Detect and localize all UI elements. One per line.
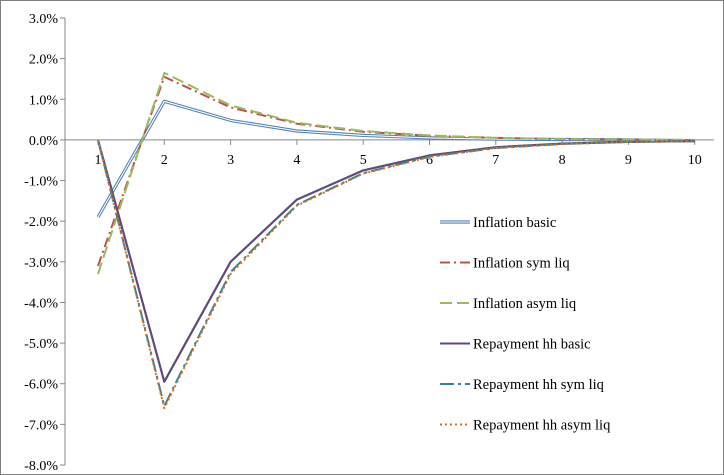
y-tick-label: -3.0% — [24, 256, 58, 271]
x-tick-label: 9 — [625, 153, 632, 168]
x-tick-label: 4 — [293, 153, 300, 168]
y-tick-label: 2.0% — [29, 53, 59, 68]
x-tick-label: 8 — [559, 153, 566, 168]
legend-label-inflation-asym-liq: Inflation asym liq — [473, 296, 576, 312]
y-tick-label: -7.0% — [24, 418, 58, 433]
x-tick-label: 6 — [426, 153, 433, 168]
series-line-inflation-asym-liq — [97, 71, 695, 275]
y-tick-label: 3.0% — [29, 12, 59, 27]
x-tick-label: 3 — [227, 153, 234, 168]
x-tick-label: 1 — [95, 153, 102, 168]
legend-label-repayment-hh-basic: Repayment hh basic — [473, 337, 591, 353]
y-tick-label: 0.0% — [29, 134, 59, 149]
legend-label-inflation-basic: Inflation basic — [473, 215, 556, 231]
series-line-repayment-hh-sym-liq — [97, 139, 695, 408]
x-tick-label: 5 — [360, 153, 367, 168]
series-group — [96, 71, 695, 410]
legend-label-repayment-hh-sym-liq: Repayment hh sym liq — [473, 377, 604, 393]
y-tick-label: -5.0% — [24, 337, 58, 352]
legend-label-repayment-hh-asym-liq: Repayment hh asym liq — [473, 418, 610, 434]
axes: 3.0% 2.0% 1.0% 0.0% -1.0% -2.0% -3.0% -4.0% -5.0… — [24, 12, 714, 474]
x-tick-label: 7 — [492, 153, 499, 168]
y-tick-label: -8.0% — [24, 459, 58, 474]
x-tick-label: 10 — [688, 153, 702, 168]
y-tick-label: -1.0% — [24, 175, 58, 190]
series-line-repayment-hh-asym-liq — [97, 139, 695, 410]
y-tick-label: -2.0% — [24, 215, 58, 230]
legend: Inflation basic Inflation sym liq Inflatio… — [440, 215, 610, 434]
y-tick-label: -4.0% — [24, 296, 58, 311]
x-tick-label: 2 — [161, 153, 168, 168]
legend-label-inflation-sym-liq: Inflation sym liq — [473, 256, 570, 272]
y-tick-label: -6.0% — [24, 378, 58, 393]
y-tick-label: 1.0% — [29, 93, 59, 108]
